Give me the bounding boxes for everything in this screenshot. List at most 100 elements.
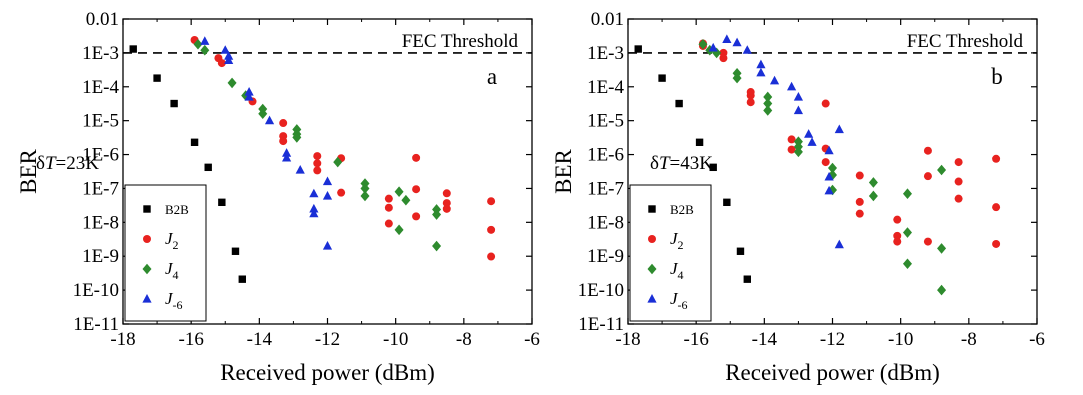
y-tick-label: 1E-3 [82, 43, 119, 64]
square-marker [153, 74, 161, 82]
triangle-marker [732, 37, 742, 47]
triangle-marker [722, 34, 732, 44]
circle-marker [787, 145, 796, 154]
diamond-marker [732, 72, 742, 84]
series-j4 [698, 38, 947, 296]
triangle-marker [264, 115, 275, 125]
diamond-marker [763, 98, 773, 109]
circle-marker [313, 166, 322, 175]
delta-t-annotation: δT=23K [36, 153, 99, 174]
legend: B2B J2 J4 J-6 [629, 184, 712, 322]
triangle-marker [244, 91, 254, 101]
diamond-marker [763, 91, 773, 103]
y-tick-label: 1E-10 [578, 280, 624, 301]
circle-marker [787, 135, 796, 144]
circle-marker [821, 158, 830, 167]
diamond-marker [292, 132, 302, 143]
legend-label: J4 [670, 259, 684, 282]
diamond-marker [200, 44, 210, 56]
diamond-marker [258, 108, 268, 120]
triangle-marker [824, 185, 834, 195]
diamond-marker [793, 146, 803, 158]
circle-marker [487, 225, 496, 234]
triangle-marker [322, 241, 333, 250]
circle-marker [923, 237, 932, 246]
y-tick-label: 1E-11 [73, 314, 119, 335]
x-tick-label: -6 [524, 329, 540, 350]
diamond-marker [698, 38, 708, 50]
triangle-marker [834, 239, 844, 249]
square-marker [675, 99, 683, 108]
circle-marker [412, 185, 421, 194]
circle-marker [923, 146, 932, 155]
legend-label: J2 [165, 229, 179, 252]
square-marker [709, 163, 717, 172]
triangle-marker [322, 176, 333, 186]
delta-t-annotation: δT=43K [650, 153, 713, 174]
circle-marker [384, 219, 393, 228]
circle-marker [217, 59, 226, 68]
circle-marker [487, 252, 496, 261]
triangle-marker [824, 145, 834, 155]
diamond-marker [142, 263, 152, 275]
x-axis-label: Received power (dBm) [725, 360, 940, 385]
diamond-marker [937, 243, 947, 254]
diamond-marker [868, 190, 878, 202]
diamond-marker [193, 38, 203, 50]
circle-marker [279, 119, 288, 128]
y-tick-label: 1E-5 [587, 111, 624, 132]
circle-marker [855, 209, 864, 218]
circle-marker [893, 215, 902, 224]
series-b2b [634, 45, 751, 283]
circle-marker [923, 172, 932, 181]
circle-marker [992, 154, 1001, 163]
circle-marker [313, 152, 322, 161]
circle-marker [746, 91, 755, 100]
square-marker [204, 163, 212, 172]
triangle-marker [834, 124, 844, 134]
triangle-marker [220, 45, 230, 54]
triangle-marker [807, 137, 817, 146]
square-marker [143, 205, 151, 213]
circle-marker [954, 158, 963, 167]
circle-marker [821, 99, 830, 108]
circle-marker [855, 197, 864, 206]
panel-label: a [487, 64, 497, 89]
square-marker [238, 275, 246, 283]
square-marker [736, 247, 745, 255]
square-marker [634, 45, 642, 53]
triangle-marker [793, 91, 804, 101]
triangle-marker [295, 165, 305, 174]
y-tick-label: 1E-7 [587, 178, 624, 199]
square-marker [648, 205, 656, 213]
y-tick-label: 1E-6 [587, 145, 624, 166]
circle-marker [648, 235, 656, 243]
series-b2b [129, 45, 246, 283]
triangle-marker [804, 129, 814, 138]
y-tick-label: 1E-8 [82, 212, 119, 233]
legend-label: J2 [670, 229, 684, 252]
circle-marker [954, 177, 963, 186]
y-tick-label: 1E-3 [587, 43, 624, 64]
diamond-marker [902, 258, 912, 270]
x-tick-label: -8 [456, 329, 472, 350]
x-tick-label: -10 [888, 329, 913, 350]
diamond-marker [763, 105, 773, 116]
triangle-marker [200, 36, 210, 45]
square-marker [170, 99, 178, 108]
square-marker [723, 198, 731, 207]
circle-marker [442, 199, 451, 208]
y-tick-label: 0.01 [86, 9, 119, 30]
series-j2 [698, 39, 1001, 248]
diamond-marker [227, 77, 237, 89]
diamond-marker [432, 209, 442, 220]
diamond-marker [401, 194, 411, 206]
x-tick-label: -12 [315, 329, 340, 350]
series-j-6 [200, 36, 333, 250]
diamond-marker [394, 224, 404, 236]
legend-box [124, 184, 207, 322]
circle-marker [313, 159, 322, 168]
circle-marker [384, 203, 393, 212]
diamond-marker [902, 227, 912, 238]
circle-marker [337, 188, 346, 197]
